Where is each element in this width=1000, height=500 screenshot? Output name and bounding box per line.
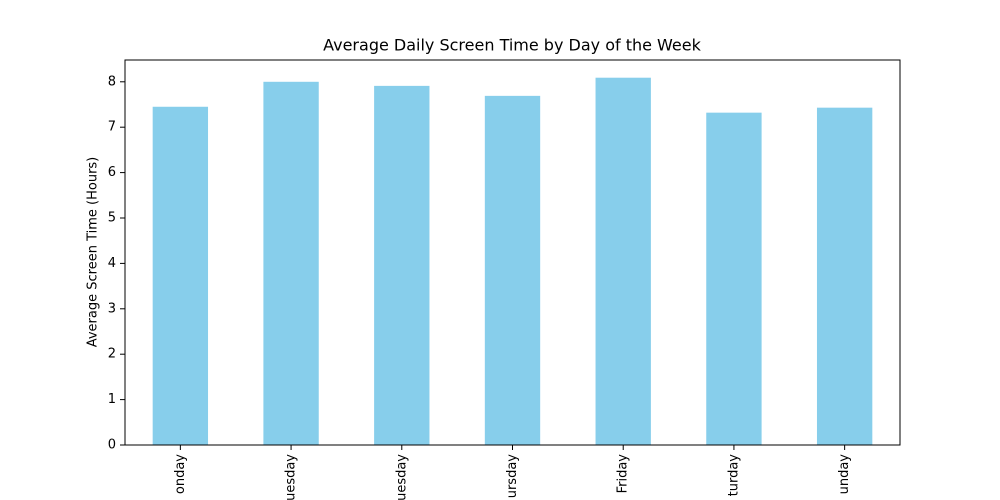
- bar: [816, 107, 873, 445]
- x-tick-label: uesday: [284, 454, 299, 500]
- y-tick-label: 1: [108, 392, 116, 407]
- y-tick-label: 8: [108, 74, 116, 89]
- x-tick-label: ursday: [505, 454, 520, 499]
- x-tick-label: uesday: [394, 454, 409, 500]
- bar: [374, 85, 430, 445]
- x-tick-label: unday: [837, 454, 852, 495]
- y-tick-label: 6: [108, 165, 116, 180]
- bar: [595, 77, 651, 446]
- bar: [484, 95, 541, 445]
- y-tick-label: 3: [108, 301, 116, 316]
- bar: [152, 106, 209, 445]
- y-tick-label: 5: [108, 210, 116, 225]
- x-tick-label: turday: [726, 454, 741, 497]
- plot-frame: [124, 59, 901, 446]
- y-tick-label: 2: [108, 347, 116, 362]
- bar: [263, 81, 319, 445]
- y-axis-label: Average Screen Time (Hours): [86, 157, 101, 348]
- bar: [706, 112, 762, 445]
- x-tick-label: Friday: [616, 454, 631, 494]
- y-tick-label: 4: [108, 256, 116, 271]
- y-tick-label: 7: [108, 120, 116, 135]
- chart-title: Average Daily Screen Time by Day of the …: [323, 36, 702, 55]
- x-tick-label: onday: [173, 454, 188, 494]
- y-tick-label: 0: [108, 438, 116, 453]
